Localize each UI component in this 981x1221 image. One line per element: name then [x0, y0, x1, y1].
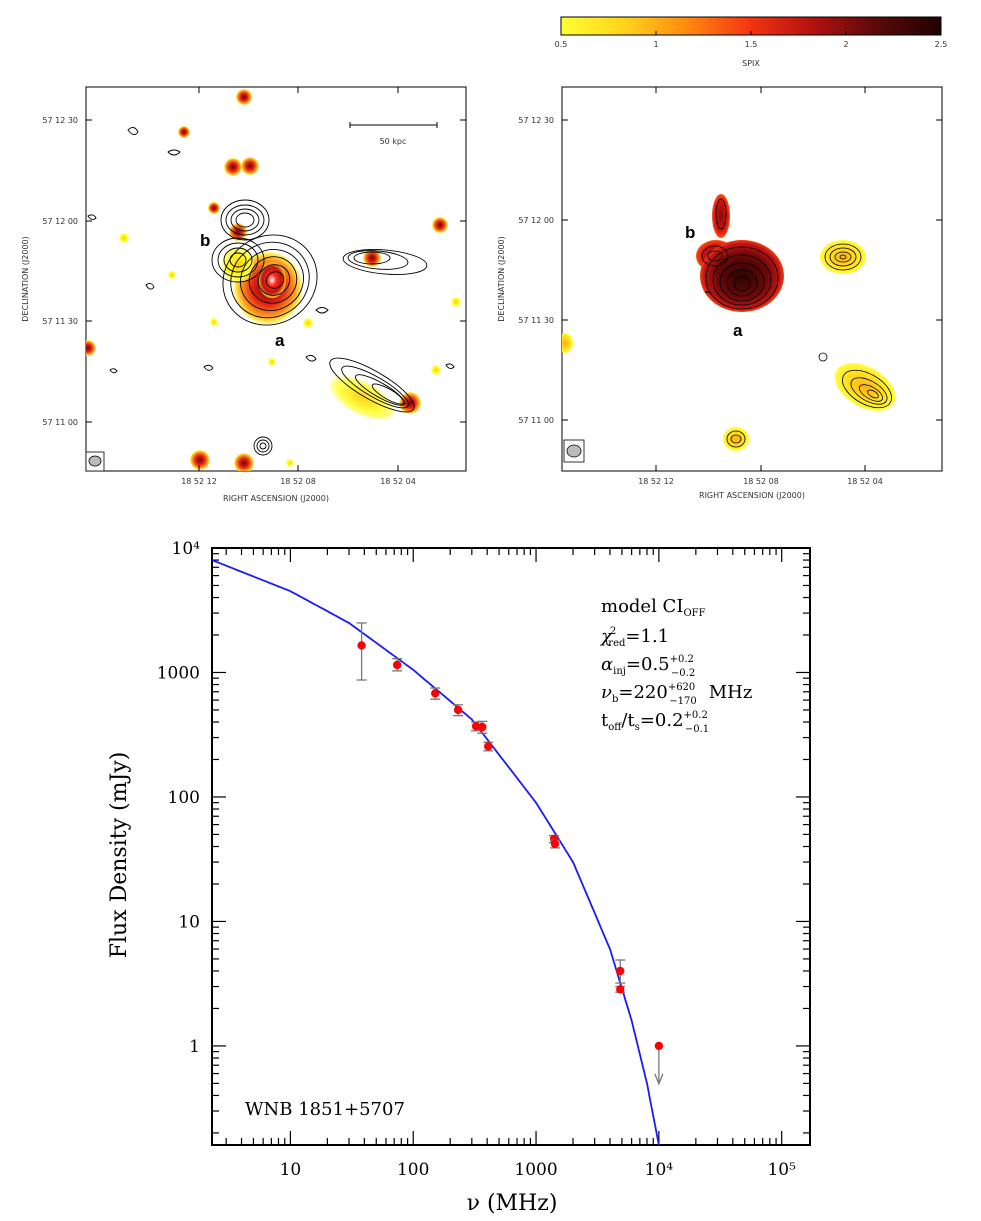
y-tick-label: 1000	[157, 663, 200, 683]
ra-tick-label: 18 52 04	[380, 477, 416, 486]
data-point	[616, 985, 625, 994]
y-tick-label: 1	[189, 1037, 200, 1057]
right-spix-map: b a 57 12 30 57 12 00 57 11 30 57 11 00 …	[497, 86, 943, 500]
dec-axis-label: DECLINATION (J2000)	[21, 236, 30, 321]
ra-tick-label: 18 52 04	[847, 477, 883, 486]
source-label-a: a	[733, 321, 743, 340]
ra-axis-label: RIGHT ASCENSION (J2000)	[699, 491, 805, 500]
data-point	[550, 839, 560, 849]
scale-bar-label: 50 kpc	[380, 137, 407, 146]
colorbar-tick-label: 2	[843, 40, 848, 49]
y-axis-label: Flux Density (mJy)	[107, 752, 132, 959]
dec-tick-label: 57 11 00	[518, 416, 554, 425]
spix-contours	[701, 198, 892, 448]
data-point	[431, 689, 440, 698]
colorbar-tick-label: 0.5	[555, 40, 568, 49]
dec-tick-label: 57 12 00	[518, 216, 554, 225]
spix-regions	[562, 194, 896, 451]
dec-tick-label: 57 11 00	[42, 418, 78, 427]
model-fit-line	[211, 559, 660, 1146]
data-point	[471, 722, 481, 731]
sed-tick-labels: 10 100 1000 10⁴ 10⁵ 1 10 100 1000 10⁴	[157, 539, 796, 1180]
data-points	[356, 622, 664, 1086]
sed-axes	[211, 547, 811, 1146]
optical-sources	[86, 89, 461, 471]
colorbar-tick-label: 1.5	[745, 40, 758, 49]
dec-axis-label: DECLINATION (J2000)	[497, 236, 506, 321]
model-curve	[211, 559, 660, 1146]
spectral-index-colorbar: 0.5 1 1.5 2 2.5 SPIX	[555, 16, 948, 68]
plot-frame	[211, 547, 811, 1146]
ra-tick-label: 18 52 12	[181, 477, 217, 486]
sed-plot: 10 100 1000 10⁴ 10⁵ 1 10 100 1000 10⁴ ν …	[107, 539, 811, 1216]
radio-contours	[87, 127, 455, 456]
source-name-label: WNB 1851+5707	[245, 1099, 405, 1120]
x-tick-label: 10	[280, 1160, 302, 1180]
colorbar-label: SPIX	[742, 59, 760, 68]
source-label-a: a	[275, 331, 285, 350]
left-map-ticks	[86, 87, 466, 471]
ra-tick-label: 18 52 08	[280, 477, 316, 486]
upper-limit-point	[654, 1041, 664, 1051]
data-point	[392, 660, 402, 670]
data-point	[357, 641, 366, 650]
model-annotation: model CIOFF χ2 red=1.1 αinj=0.5+0.2 −0.2 ν…	[599, 596, 752, 735]
svg-text:model CIOFF: model CIOFF	[601, 596, 706, 619]
x-tick-label: 100	[397, 1160, 429, 1180]
data-point	[478, 722, 487, 732]
beam-ellipse	[88, 455, 102, 467]
dec-tick-label: 57 12 30	[42, 116, 78, 125]
source-label-b: b	[685, 223, 695, 242]
x-tick-label: 10⁵	[767, 1160, 796, 1180]
right-map-ticks	[562, 87, 942, 471]
x-tick-label: 1000	[514, 1160, 557, 1180]
data-point	[616, 966, 625, 976]
x-axis-label: ν (MHz)	[467, 1191, 558, 1216]
ra-axis-label: RIGHT ASCENSION (J2000)	[223, 494, 329, 503]
svg-text:toff/ts=0.2+0.2−0.1: toff/ts=0.2+0.2 −0.1	[601, 710, 709, 735]
data-point	[484, 742, 493, 751]
y-tick-label: 10⁴	[172, 539, 201, 559]
y-tick-label: 10	[178, 912, 200, 932]
beam-ellipse	[566, 444, 582, 458]
dec-tick-label: 57 12 30	[518, 116, 554, 125]
upper-limit-arrowhead	[654, 1073, 664, 1086]
x-tick-label: 10⁴	[645, 1160, 674, 1180]
left-radio-map: 50 kpc b a 57 12 30 57 12 00 57 11 30 57…	[21, 86, 467, 503]
data-point	[453, 705, 463, 715]
colorbar-tick-label: 2.5	[935, 40, 948, 49]
colorbar-ticks	[560, 31, 942, 35]
svg-text:αinj=0.5+0.2−0.2: αinj=0.5+0.2 −0.2	[601, 654, 695, 679]
ra-tick-label: 18 52 08	[743, 477, 779, 486]
dec-tick-label: 57 11 30	[518, 316, 554, 325]
dec-tick-label: 57 11 30	[42, 317, 78, 326]
colorbar-tick-label: 1	[653, 40, 658, 49]
source-label-b: b	[200, 231, 210, 250]
ra-tick-label: 18 52 12	[638, 477, 674, 486]
y-tick-label: 100	[168, 788, 200, 808]
dec-tick-label: 57 12 00	[42, 217, 78, 226]
